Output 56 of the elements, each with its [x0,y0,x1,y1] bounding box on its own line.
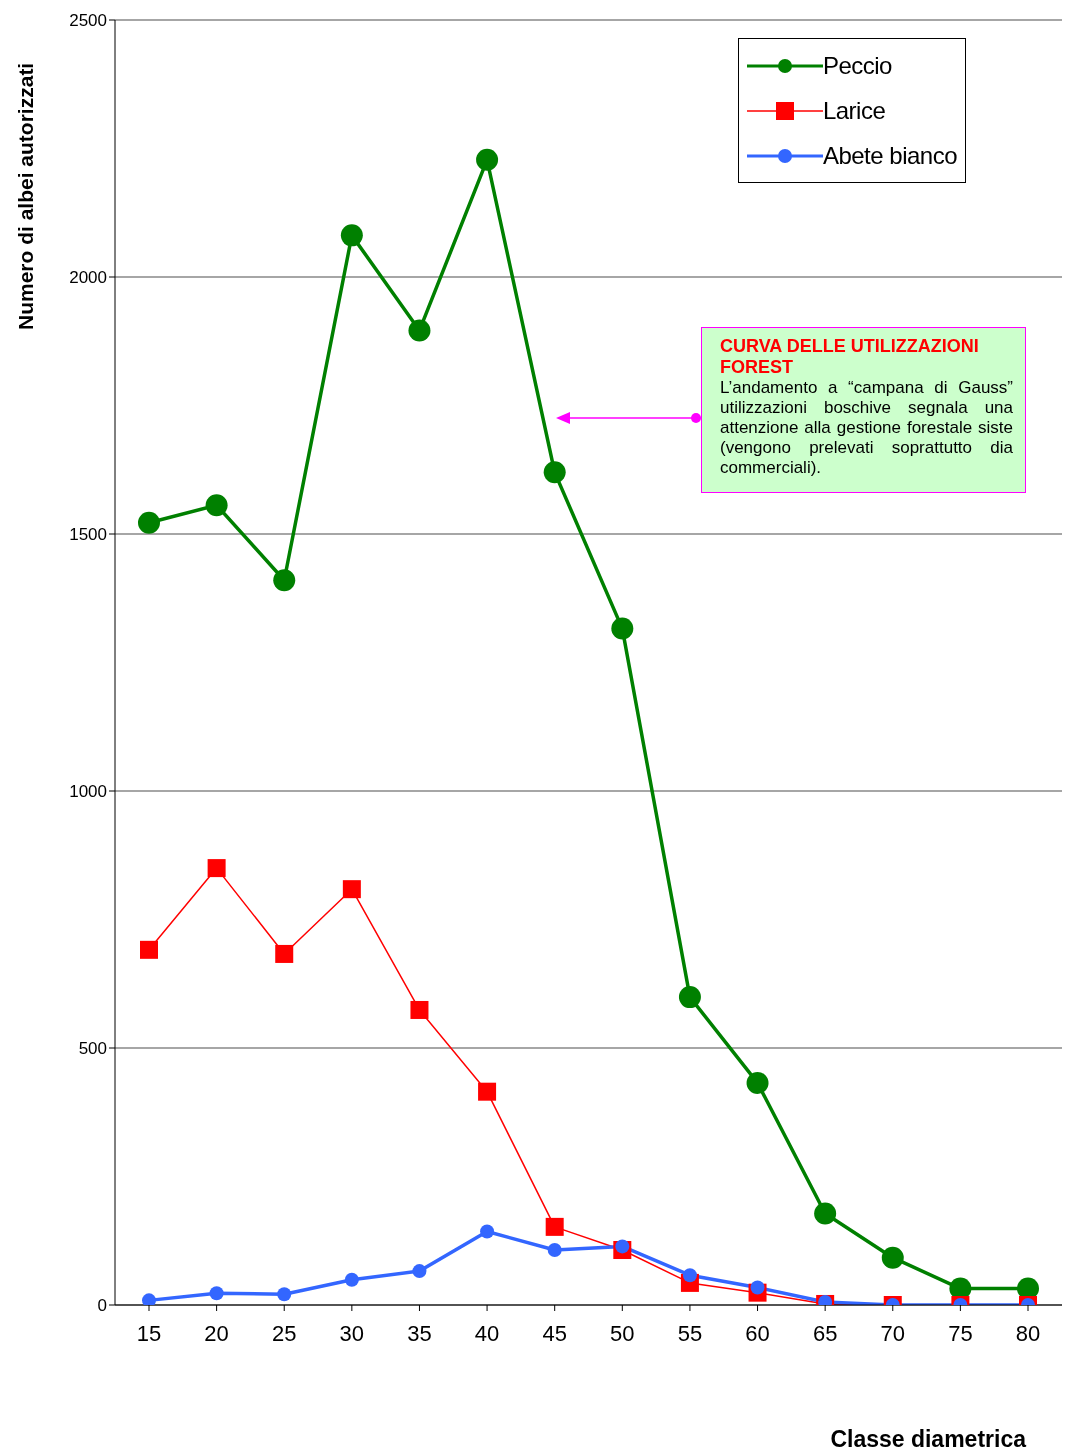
point [547,1243,562,1257]
x-tick-label: 15 [136,1320,162,1346]
point [746,1071,769,1094]
annotation: CURVA DELLE UTILIZZAZIONI FOREST [720,335,980,378]
x-tick-label: 70 [880,1320,906,1346]
point [410,1000,429,1019]
x-tick-label: 30 [339,1320,365,1346]
y-tick-label: 2500 [69,11,107,31]
x-tick-label: 35 [407,1320,432,1346]
x-tick-label: 65 [812,1320,838,1346]
y-tick-label: 1000 [69,782,107,802]
x-tick-label: 20 [204,1320,229,1346]
y-axis-title: Numero di albei autorizzati [14,61,38,330]
point [138,511,160,534]
point [480,1224,495,1239]
point [340,224,363,247]
point [476,148,499,171]
annotation: L’andamento a “campana di Gauss” utilizzazioni boschive segnala una attenzione alla gestione forestale siste (vengono prelevati soprattutto dia commerciali). [720,377,1013,478]
point [545,1217,564,1236]
y-tick-label: 2000 [69,268,107,288]
y-tick-label: 1500 [69,525,107,545]
point [205,494,228,517]
y-tick-label: 500 [78,1039,107,1059]
point [478,1082,497,1101]
point [615,1239,630,1254]
x-tick-label: 40 [474,1320,500,1346]
point [277,1287,292,1302]
point [682,1268,697,1283]
x-tick-label: 55 [677,1320,703,1346]
x-axis-title: Classe diametrica [830,1426,1026,1453]
point [344,1272,359,1287]
x-tick-label: 60 [745,1320,770,1346]
point [275,944,294,963]
point [678,986,701,1009]
point [750,1280,765,1295]
point [412,1264,427,1279]
point [209,1286,224,1301]
point [881,1246,904,1269]
x-tick-label: 75 [948,1320,973,1346]
x-tick-label: 45 [542,1320,567,1346]
point [408,319,431,342]
point [611,617,634,640]
legend-label: Abete bianco [822,141,957,170]
x-tick-label: 50 [610,1320,635,1346]
x-tick-label: 25 [271,1320,297,1346]
legend-label: Larice [822,96,886,125]
point [543,461,566,484]
point [342,880,361,899]
y-tick-label: 0 [97,1296,107,1316]
point [273,569,296,592]
point [814,1202,837,1225]
x-tick-label: 80 [1015,1320,1041,1346]
point [142,1293,156,1305]
point [140,940,158,959]
point [207,859,226,878]
legend-label: Peccio [822,51,892,80]
